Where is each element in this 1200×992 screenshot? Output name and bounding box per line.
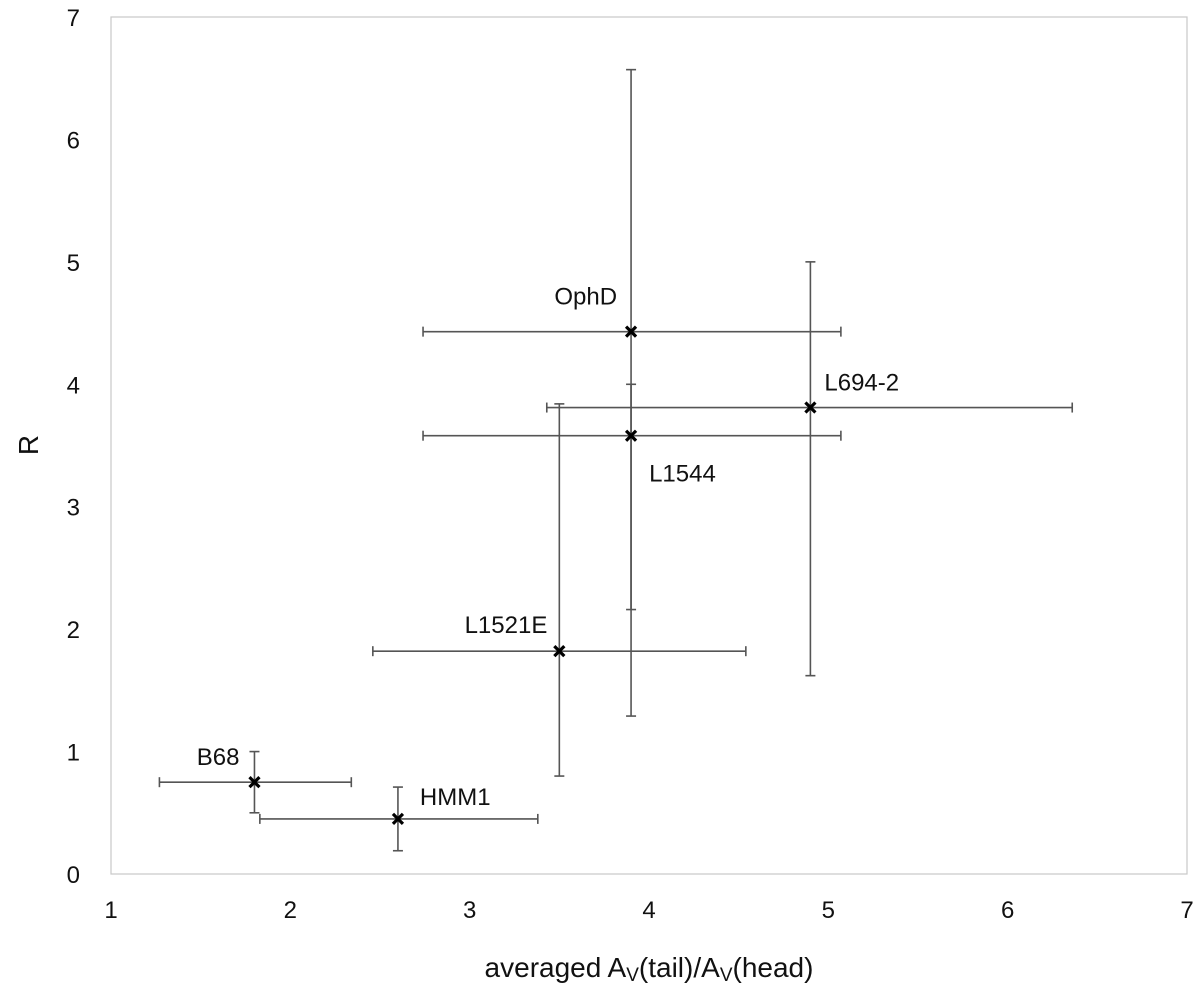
y-tick-label: 0 (67, 862, 80, 889)
data-point-marker (624, 325, 638, 338)
marker-stroke (248, 776, 261, 789)
marker-stroke (624, 429, 638, 442)
point-label: OphD (554, 284, 617, 311)
marker-stroke (624, 325, 638, 338)
marker-stroke (391, 812, 405, 826)
point-label: L694-2 (824, 370, 899, 397)
data-point-marker (391, 812, 405, 826)
y-tick-label: 3 (67, 495, 80, 522)
x-axis-title: averaged AV(tail)/AV(head) (485, 952, 814, 986)
x-tick-label: 1 (104, 897, 117, 924)
x-tick-label: 7 (1180, 897, 1193, 924)
y-tick-label: 1 (67, 740, 80, 767)
error-bar-group (372, 403, 747, 777)
y-tick-label: 5 (67, 250, 80, 277)
x-tick-label: 5 (822, 897, 835, 924)
y-tick-label: 7 (67, 5, 80, 32)
point-label: L1544 (649, 461, 716, 488)
error-bars (158, 68, 1074, 852)
y-tick-labels: 0 1 2 3 4 5 6 7 (67, 5, 80, 889)
data-point-marker (248, 776, 261, 789)
data-point-marker (624, 429, 638, 442)
marker-stroke (804, 401, 817, 414)
y-tick-label: 4 (67, 372, 80, 399)
x-axis-title-main: averaged A (485, 952, 627, 983)
point-label: HMM1 (420, 784, 491, 811)
data-markers (248, 325, 817, 826)
x-tick-label: 6 (1001, 897, 1014, 924)
x-axis-title-mid: (tail)/A (639, 952, 720, 983)
x-axis-title-end: (head) (733, 952, 814, 983)
x-axis-title-sub1: V (626, 965, 639, 986)
data-point-marker (804, 401, 817, 414)
y-tick-label: 6 (67, 127, 80, 154)
plot-frame (110, 16, 1188, 875)
data-point-marker (553, 645, 566, 658)
y-axis-title: R (13, 435, 44, 455)
x-axis-title-sub2: V (720, 965, 733, 986)
x-tick-label: 3 (463, 897, 476, 924)
y-tick-label: 2 (67, 617, 80, 644)
x-tick-label: 4 (642, 897, 655, 924)
point-label: L1521E (465, 612, 548, 639)
marker-stroke (553, 645, 566, 658)
point-label: B68 (197, 744, 240, 771)
point-labels: B68 HMM1 L1521E L1544 OphD L694-2 (197, 284, 899, 811)
x-tick-labels: 1 2 3 4 5 6 7 (104, 897, 1193, 924)
error-bar-group (545, 261, 1074, 677)
x-tick-label: 2 (284, 897, 297, 924)
error-bar-group (422, 383, 842, 611)
